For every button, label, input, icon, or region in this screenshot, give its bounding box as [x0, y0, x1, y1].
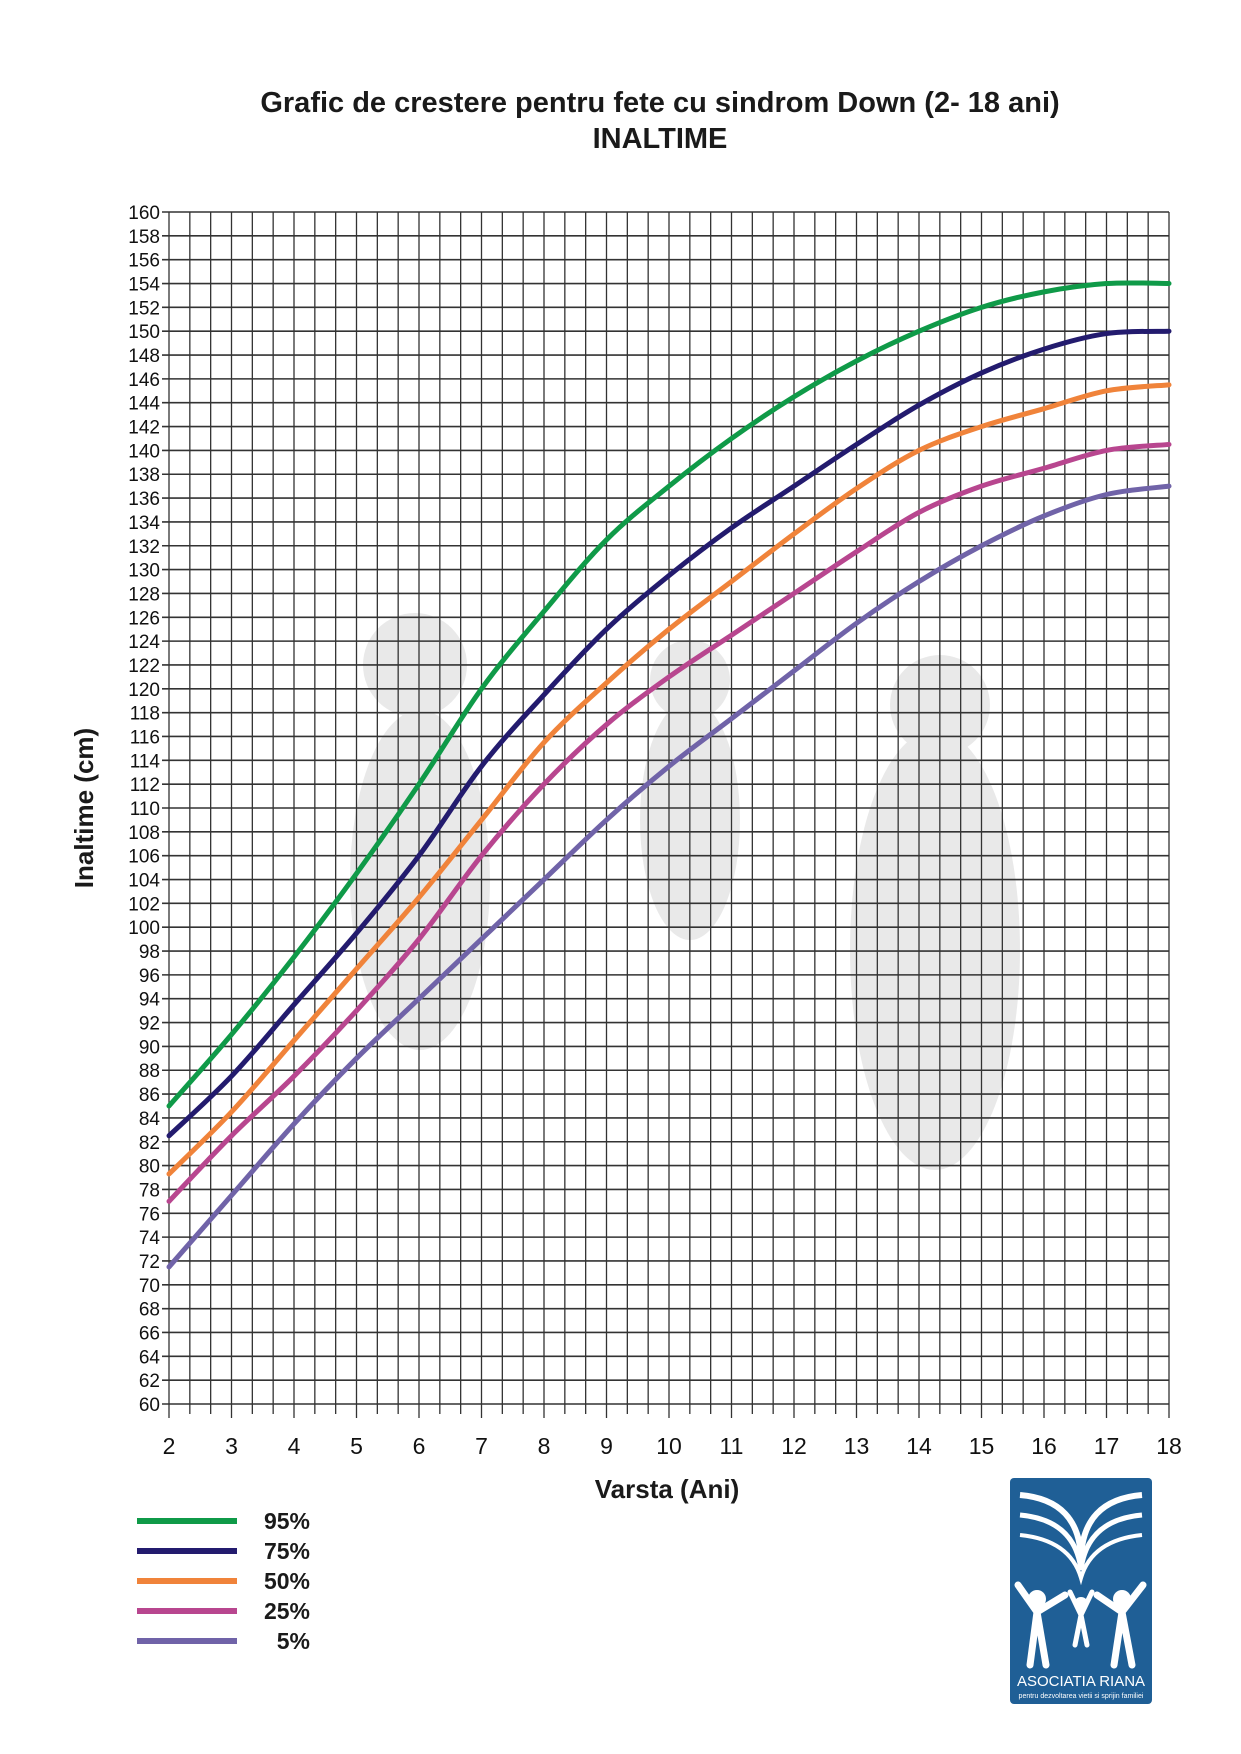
chart-title: Grafic de crestere pentru fete cu sindro… [260, 87, 1059, 119]
y-tick-label: 150 [128, 322, 160, 343]
x-tick-label: 8 [538, 1433, 551, 1459]
y-tick-label: 138 [128, 465, 160, 486]
x-tick-label: 16 [1031, 1433, 1057, 1459]
y-tick-label: 102 [128, 894, 160, 915]
x-tick-label: 5 [350, 1433, 363, 1459]
x-tick-label: 15 [969, 1433, 995, 1459]
x-tick-label: 17 [1094, 1433, 1120, 1459]
y-tick-label: 126 [128, 608, 160, 629]
y-tick-label: 104 [128, 871, 160, 892]
y-tick-label: 140 [128, 441, 160, 462]
y-tick-label: 86 [139, 1085, 160, 1106]
x-tick-label: 2 [163, 1433, 176, 1459]
y-tick-label: 72 [139, 1252, 160, 1273]
x-axis-label: Varsta (Ani) [595, 1474, 740, 1504]
y-tick-label: 106 [128, 847, 160, 868]
x-tick-label: 6 [413, 1433, 426, 1459]
y-tick-label: 146 [128, 370, 160, 391]
y-tick-label: 134 [128, 513, 160, 534]
y-tick-label: 64 [139, 1347, 161, 1368]
y-tick-label: 122 [128, 656, 160, 677]
y-tick-label: 88 [139, 1061, 160, 1082]
y-tick-label: 116 [130, 727, 160, 748]
x-tick-label: 3 [225, 1433, 238, 1459]
y-tick-label: 74 [139, 1228, 161, 1249]
y-tick-label: 84 [139, 1109, 161, 1130]
x-axis: 2 3 4 5 6 7 8 9 10 11 12 13 14 15 16 17 18 [163, 1433, 1182, 1459]
legend-label: 95% [264, 1508, 310, 1534]
y-tick-label: 76 [139, 1204, 160, 1225]
logo-asociatia-riana: ASOCIATIA RIANA pentru dezvoltarea vieti… [1010, 1478, 1152, 1704]
y-tick-label: 92 [139, 1014, 160, 1035]
logo-name: ASOCIATIA RIANA [1017, 1673, 1145, 1690]
y-tick-label: 152 [128, 298, 160, 319]
y-tick-label: 156 [128, 251, 160, 272]
y-tick-label: 98 [139, 942, 160, 963]
chart-subtitle: INALTIME [593, 123, 728, 155]
series-line-50pct [166, 382, 1172, 1177]
y-tick-label: 66 [139, 1323, 160, 1344]
y-tick-label: 120 [128, 680, 160, 701]
y-tick-label: 128 [128, 584, 160, 605]
y-tick-label: 132 [128, 537, 160, 558]
x-tick-label: 7 [475, 1433, 488, 1459]
x-tick-label: 12 [781, 1433, 807, 1459]
y-tick-label: 160 [128, 203, 160, 224]
y-tick-label: 142 [128, 418, 160, 439]
y-tick-label: 94 [139, 990, 161, 1011]
y-axis-label: Inaltime (cm) [69, 728, 99, 888]
y-tick-label: 114 [130, 751, 161, 772]
x-tick-label: 9 [600, 1433, 613, 1459]
legend-label: 25% [264, 1598, 310, 1624]
y-tick-label: 148 [128, 346, 160, 367]
x-tick-label: 18 [1156, 1433, 1182, 1459]
y-tick-label: 96 [139, 966, 160, 987]
x-tick-label: 10 [656, 1433, 682, 1459]
series-line-25pct [166, 441, 1172, 1204]
y-tick-label: 90 [139, 1037, 160, 1058]
chart-grid [162, 211, 1170, 1418]
series-line-95pct [166, 280, 1172, 1109]
y-tick-label: 80 [139, 1157, 160, 1178]
y-tick-label: 60 [139, 1395, 160, 1416]
x-tick-label: 4 [288, 1433, 301, 1459]
y-tick-label: 136 [128, 489, 160, 510]
y-tick-label: 144 [128, 394, 160, 415]
legend: 95% 75% 50% 25% 5% [137, 1508, 310, 1654]
series-line-5pct [166, 483, 1172, 1270]
y-tick-label: 62 [139, 1371, 160, 1392]
y-tick-label: 100 [128, 918, 160, 939]
logo-tagline: pentru dezvoltarea vietii si sprijin fam… [1019, 1693, 1144, 1700]
y-tick-label: 112 [130, 775, 160, 796]
x-tick-label: 14 [906, 1433, 932, 1459]
y-tick-label: 124 [128, 632, 160, 653]
y-tick-label: 108 [128, 823, 160, 844]
x-tick-label: 13 [844, 1433, 870, 1459]
y-tick-label: 130 [128, 561, 160, 582]
y-tick-label: 158 [128, 227, 160, 248]
y-tick-label: 70 [139, 1276, 160, 1297]
y-tick-label: 78 [139, 1180, 160, 1201]
series-lines [166, 280, 1172, 1270]
series-line-75pct [166, 328, 1172, 1139]
legend-label: 50% [264, 1568, 310, 1594]
legend-label: 75% [264, 1538, 310, 1564]
y-tick-label: 154 [128, 275, 160, 296]
y-tick-label: 68 [139, 1300, 160, 1321]
x-tick-label: 11 [720, 1433, 744, 1459]
legend-label: 5% [277, 1628, 310, 1654]
y-tick-label: 118 [130, 704, 160, 725]
y-tick-label: 110 [130, 799, 160, 820]
y-tick-label: 82 [139, 1133, 160, 1154]
